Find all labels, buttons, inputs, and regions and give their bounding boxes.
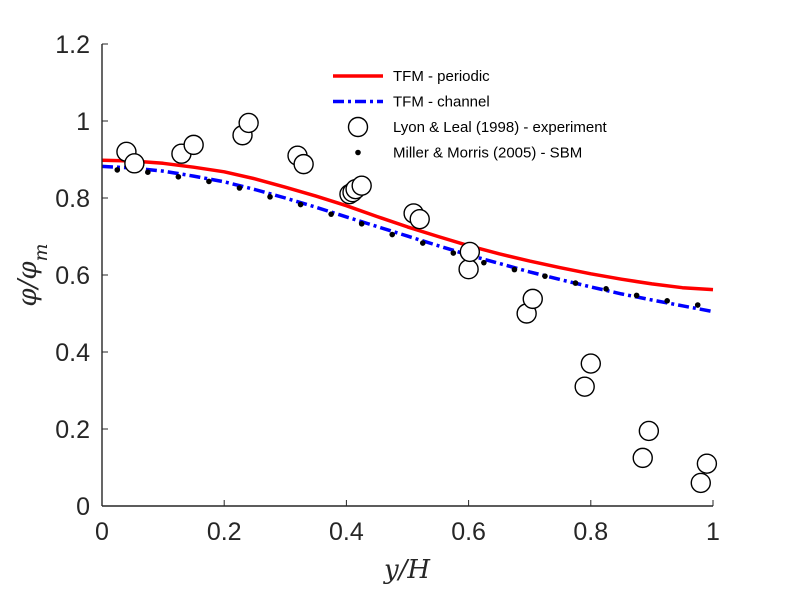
data-point <box>358 220 365 227</box>
legend: TFM - periodic TFM - channel Lyon & Leal (… <box>322 60 654 164</box>
legend-swatch <box>355 149 361 156</box>
data-point <box>632 447 653 469</box>
data-point <box>389 231 396 238</box>
y-axis-label: φ/φm <box>13 243 52 306</box>
data-point <box>183 134 204 156</box>
series-line <box>101 158 714 292</box>
data-point <box>450 250 457 256</box>
series-1 <box>101 164 714 314</box>
tick-layer: 0 0.2 0.4 0.6 0.8 1 0 0.2 0.4 0.6 0.8 1 1.2 <box>55 31 720 546</box>
x-tick-label: 0.2 <box>207 518 242 546</box>
series-2 <box>116 112 718 494</box>
data-point <box>409 208 430 230</box>
data-point <box>297 201 304 208</box>
data-point <box>511 266 518 273</box>
data-point <box>690 472 711 494</box>
data-point <box>572 280 579 286</box>
y-tick-label: 1 <box>76 108 90 136</box>
series-3 <box>114 167 701 308</box>
data-point <box>124 153 145 174</box>
legend-swatch <box>347 116 369 138</box>
legend-label: Lyon & Leal (1998) - experiment <box>393 119 608 136</box>
data-point <box>238 112 259 134</box>
legend-label: Miller & Morris (2005) - SBM <box>393 145 582 162</box>
data-point <box>351 175 372 196</box>
x-tick-label: 0.4 <box>329 518 364 546</box>
data-point <box>206 178 212 185</box>
y-tick-label: 0.2 <box>55 416 90 444</box>
x-tick-label: 1 <box>706 518 720 546</box>
legend-label: TFM - periodic <box>393 68 490 85</box>
series-layer <box>101 112 718 494</box>
data-point <box>458 259 479 280</box>
series-0 <box>101 158 714 292</box>
data-point <box>328 211 334 217</box>
data-point <box>603 286 609 292</box>
x-tick-label: 0.6 <box>451 518 486 546</box>
x-tick-label: 0.8 <box>573 518 608 546</box>
y-tick-label: 1.2 <box>55 31 90 59</box>
y-tick-label: 0.4 <box>55 339 90 367</box>
data-point <box>542 273 548 279</box>
data-point <box>481 259 487 266</box>
y-tick-label: 0.6 <box>55 262 90 290</box>
x-tick-label: 0 <box>95 518 109 546</box>
data-point <box>293 153 314 175</box>
legend-items: TFM - periodic TFM - channel Lyon & Leal (… <box>333 68 608 162</box>
y-tick-label: 0.8 <box>55 185 90 213</box>
data-point <box>638 420 660 442</box>
y-tick-label: 0 <box>76 493 90 521</box>
data-point <box>522 288 543 310</box>
x-axis-label: y/H <box>383 555 431 585</box>
data-point <box>694 302 701 308</box>
data-point <box>175 174 182 180</box>
data-point <box>419 240 426 246</box>
data-point <box>236 185 243 191</box>
legend-label: TFM - channel <box>393 94 490 111</box>
data-point <box>459 241 481 263</box>
data-point <box>145 169 151 176</box>
data-point <box>267 194 273 200</box>
data-point <box>696 453 718 474</box>
data-point <box>574 376 595 397</box>
data-point <box>633 292 640 299</box>
data-point <box>664 297 670 304</box>
series-line <box>101 164 714 314</box>
data-point <box>114 167 121 173</box>
data-point <box>580 353 601 374</box>
